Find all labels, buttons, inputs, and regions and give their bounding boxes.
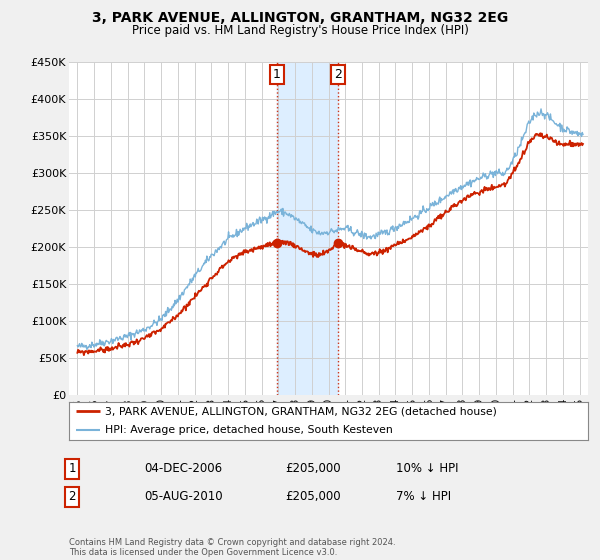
Text: 10% ↓ HPI: 10% ↓ HPI [396,462,458,475]
Text: HPI: Average price, detached house, South Kesteven: HPI: Average price, detached house, Sout… [106,426,393,436]
Text: £205,000: £205,000 [285,490,341,503]
Text: 3, PARK AVENUE, ALLINGTON, GRANTHAM, NG32 2EG (detached house): 3, PARK AVENUE, ALLINGTON, GRANTHAM, NG3… [106,407,497,417]
Text: 04-DEC-2006: 04-DEC-2006 [144,462,222,475]
Text: 2: 2 [334,68,342,81]
Text: 3, PARK AVENUE, ALLINGTON, GRANTHAM, NG32 2EG: 3, PARK AVENUE, ALLINGTON, GRANTHAM, NG3… [92,11,508,25]
Text: Contains HM Land Registry data © Crown copyright and database right 2024.
This d: Contains HM Land Registry data © Crown c… [69,538,395,557]
Text: 1: 1 [68,462,76,475]
Text: 7% ↓ HPI: 7% ↓ HPI [396,490,451,503]
Text: 05-AUG-2010: 05-AUG-2010 [144,490,223,503]
Text: Price paid vs. HM Land Registry's House Price Index (HPI): Price paid vs. HM Land Registry's House … [131,24,469,36]
Text: £205,000: £205,000 [285,462,341,475]
Bar [277,62,338,395]
Text: 1: 1 [273,68,281,81]
Text: 2: 2 [68,490,76,503]
